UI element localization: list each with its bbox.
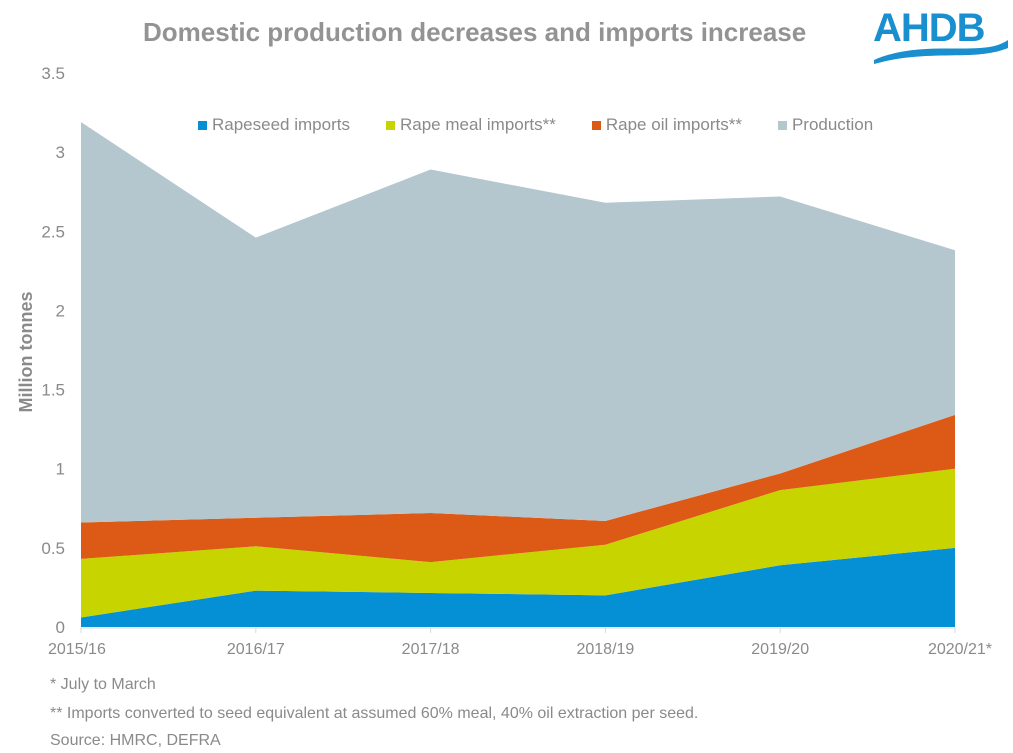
y-tick-label: 1 (56, 460, 65, 479)
logo-text: AHDB (873, 6, 986, 50)
area-rape-oil-imports (81, 414, 955, 563)
y-tick-label: 0.5 (41, 539, 65, 558)
axes-layer: 2015/16 2016/17 2017/18 2018/19 2019/20 2020/… (41, 64, 992, 658)
y-tick-label: 2 (56, 301, 65, 320)
y-tick-label: 3 (56, 143, 65, 162)
x-tick-label: 2018/19 (576, 641, 634, 658)
chart-title: Domestic production decreases and import… (143, 17, 807, 47)
legend-item: Rape meal imports** (385, 115, 556, 135)
y-axis-label: Million tonnes (16, 292, 36, 413)
footnote-source: Source: HMRC, DEFRA (50, 732, 221, 749)
chart-legend: Rapeseed imports Rape meal imports** Rape … (198, 115, 873, 135)
area-rape-meal-imports (81, 468, 955, 618)
y-tick-label: 1.5 (41, 381, 65, 400)
legend-item: Rape oil imports** (591, 115, 742, 135)
x-tick-label: 2019/20 (751, 641, 809, 658)
legend-swatch (385, 120, 395, 130)
logo-wave-icon (874, 40, 1008, 64)
legend-swatch (198, 120, 207, 130)
stacked-area-chart: 2015/16 2016/17 2017/18 2018/19 2019/20 2020/… (16, 64, 992, 658)
y-tick-label: 2.5 (41, 222, 65, 241)
footnote-july-march: * July to March (50, 676, 156, 693)
legend-swatch (591, 120, 601, 130)
x-tick-label: 2016/17 (227, 641, 285, 658)
x-tick-label: 2017/18 (402, 641, 460, 658)
x-tick-label: 2015/16 (48, 641, 106, 658)
area-rapeseed-imports (81, 547, 955, 627)
legend-swatch (777, 120, 787, 130)
legend-item: Rapeseed imports (198, 115, 350, 135)
ahdb-logo: AHDB (870, 6, 1010, 64)
area-layer (81, 122, 955, 627)
footnote-conversion: ** Imports converted to seed equivalent … (50, 705, 699, 722)
legend-item: Production (777, 115, 874, 135)
legend-label: Rapeseed imports (212, 115, 350, 134)
area-production (81, 122, 955, 523)
legend-label: Rape oil imports** (605, 115, 742, 134)
legend-label: Production (791, 115, 874, 134)
y-tick-label: 3.5 (41, 64, 65, 83)
y-tick-label: 0 (56, 618, 65, 637)
legend-label: Rape meal imports** (399, 115, 556, 134)
x-tick-label: 2020/21* (928, 641, 992, 658)
